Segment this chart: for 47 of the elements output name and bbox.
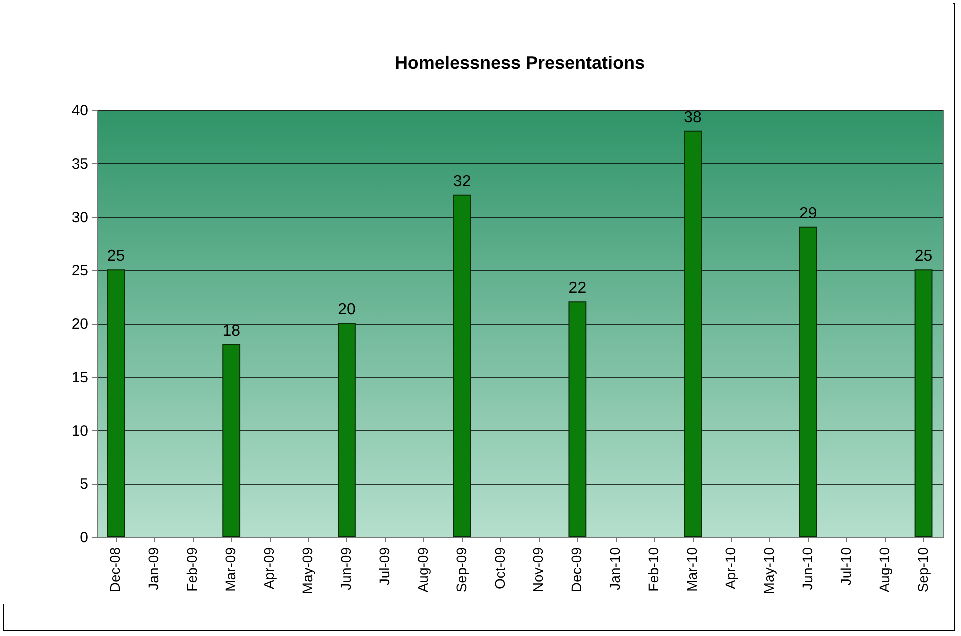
data-label: 18	[222, 322, 241, 340]
x-tick-label: Aug-09	[414, 547, 431, 593]
data-label: 25	[914, 248, 933, 266]
x-tick-label: Jan-09	[146, 547, 162, 590]
x-tick-label: Jul-09	[376, 547, 392, 586]
x-tick-label: Aug-10	[876, 547, 892, 593]
x-tick-label: Apr-10	[722, 547, 738, 590]
x-tick-label: Apr-09	[261, 547, 278, 590]
x-tick-label: Sep-10	[914, 547, 931, 593]
x-tick-label: Feb-09	[184, 547, 200, 592]
x-tick-label: Dec-08	[107, 547, 124, 593]
data-label: 25	[107, 248, 126, 266]
x-tick-label: Jun-09	[338, 547, 354, 590]
bar	[568, 302, 587, 538]
bar	[799, 226, 818, 538]
data-label: 38	[684, 109, 702, 126]
data-label: 32	[453, 173, 472, 190]
y-tick-label: 35	[72, 156, 88, 173]
x-tick-label: Feb-10	[646, 547, 662, 592]
y-tick-label: 15	[72, 369, 88, 386]
y-tick-label: 30	[72, 209, 88, 226]
data-label: 20	[338, 302, 356, 318]
bar	[453, 194, 472, 538]
y-tick-label: 20	[72, 316, 88, 333]
x-tick-label: Oct-09	[492, 547, 508, 590]
bar	[222, 344, 241, 538]
bar	[107, 270, 126, 538]
x-tick-label: Jun-10	[799, 547, 816, 590]
x-tick-label: Dec-09	[568, 547, 585, 593]
x-tick-label: May-10	[760, 547, 777, 594]
x-tick-label: Sep-09	[453, 547, 470, 593]
x-tick-label: May-09	[300, 547, 316, 594]
y-tick-label: 10	[72, 422, 88, 440]
x-tick-label: Mar-10	[684, 547, 700, 592]
y-tick-label: 25	[72, 262, 88, 280]
y-tick-label: 0	[80, 530, 88, 546]
x-tick-label: Jul-10	[838, 547, 854, 586]
chart-title: Homelessness Presentations	[394, 53, 646, 73]
y-tick-label: 5	[80, 476, 88, 494]
bar	[684, 130, 702, 538]
bar	[338, 323, 356, 538]
data-label: 22	[568, 280, 587, 298]
x-tick-label: Nov-09	[530, 547, 546, 593]
x-tick-label: Mar-09	[222, 547, 239, 592]
bar	[914, 270, 933, 538]
x-tick-label: Jan-10	[607, 547, 624, 590]
y-tick-label: 40	[72, 102, 88, 120]
